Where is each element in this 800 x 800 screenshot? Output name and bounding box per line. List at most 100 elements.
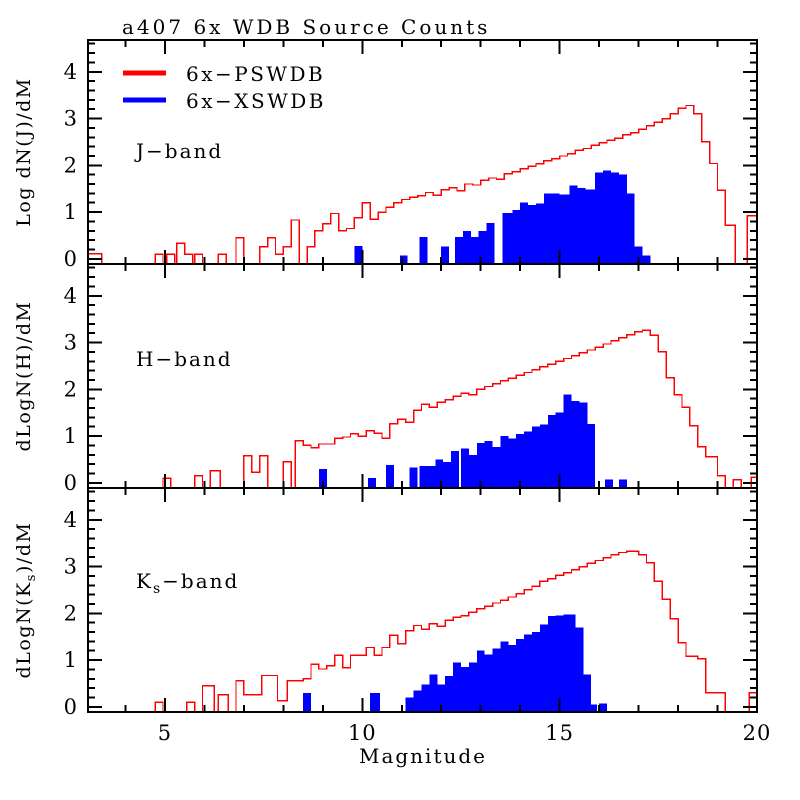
- blue-histogram-bar-hband: [618, 479, 627, 488]
- blue-histogram-bar-ksband: [484, 654, 493, 712]
- blue-histogram-bar-ksband: [370, 692, 381, 712]
- blue-histogram-bar-hband: [532, 426, 540, 488]
- blue-histogram-bar-ksband: [508, 645, 517, 712]
- blue-histogram-bar-hband: [539, 424, 548, 488]
- blue-histogram-bar-ksband: [405, 697, 414, 712]
- blue-histogram-bar-hband: [419, 466, 428, 488]
- blue-histogram-bar-ksband: [445, 675, 454, 712]
- blue-histogram-bar-ksband: [421, 684, 430, 712]
- blue-histogram-bar-ksband: [547, 616, 556, 712]
- y-axis-title-jband: Log dN(J)/dM: [13, 77, 35, 227]
- y-tick-label: 2: [64, 377, 78, 401]
- blue-histogram-bar-jband: [502, 213, 513, 264]
- blue-histogram-bar-ksband: [468, 662, 477, 712]
- y-axis-title-hband: dLogN(H)/dM: [13, 301, 35, 452]
- blue-histogram-bar-hband: [500, 436, 509, 488]
- blue-histogram-bar-jband: [441, 246, 450, 264]
- blue-histogram-bar-ksband: [539, 624, 548, 712]
- blue-histogram-bar-jband: [642, 255, 651, 264]
- blue-histogram-bar-jband: [478, 230, 487, 264]
- blue-histogram-bar-jband: [470, 236, 479, 264]
- blue-histogram-bar-jband: [419, 236, 428, 264]
- y-tick-label: 1: [64, 200, 78, 224]
- blue-histogram-bar-hband: [605, 479, 613, 488]
- blue-histogram-bar-ksband: [460, 667, 469, 712]
- blue-histogram-bar-hband: [443, 461, 452, 488]
- blue-histogram-bar-ksband: [555, 615, 564, 712]
- figure-title: a407 6x WDB Source Counts: [122, 15, 490, 39]
- blue-histogram-bar-jband: [486, 222, 495, 264]
- blue-histogram-bar-jband: [455, 236, 463, 264]
- blue-histogram-bar-ksband: [516, 639, 525, 712]
- blue-histogram-bar-ksband: [575, 627, 584, 712]
- blue-histogram-bar-ksband: [476, 650, 485, 712]
- x-tick-label: 10: [348, 721, 377, 745]
- x-axis-title: Magnitude: [359, 744, 487, 768]
- y-tick-label: 0: [64, 247, 78, 271]
- legend: 6x−PSWDB 6x−XSWDB: [123, 62, 324, 113]
- red-histogram-outline-ksband: [154, 550, 758, 713]
- blue-histogram-bar-ksband: [591, 704, 598, 712]
- blue-histogram-bar-ksband: [303, 692, 311, 712]
- x-tick-label: 5: [158, 721, 172, 745]
- y-tick-label: 1: [64, 648, 78, 672]
- blue-histogram-bar-jband: [528, 205, 536, 264]
- blue-histogram-bar-hband: [555, 412, 564, 488]
- blue-histogram-bar-ksband: [599, 703, 608, 712]
- blue-histogram-bar-jband: [569, 185, 578, 264]
- blue-histogram-bar-hband: [524, 431, 533, 488]
- blue-histogram-bar-ksband: [583, 674, 592, 712]
- y-tick-label: 4: [64, 284, 78, 308]
- blue-histogram-bar-jband: [512, 210, 521, 264]
- blue-histogram-bar-hband: [508, 438, 517, 488]
- blue-histogram-bar-hband: [516, 433, 525, 488]
- blue-histogram-bar-hband: [318, 468, 327, 488]
- blue-histogram-bar-jband: [626, 193, 635, 264]
- blue-histogram-bar-ksband: [429, 674, 438, 712]
- panel-frame-ksband: [87, 487, 758, 713]
- blue-histogram-bar-ksband: [413, 690, 422, 712]
- blue-histogram-bar-jband: [543, 193, 552, 264]
- blue-histogram-bar-hband: [435, 459, 444, 488]
- blue-histogram-bar-ksband: [532, 632, 540, 712]
- x-tick-label: 15: [545, 721, 574, 745]
- y-tick-label: 0: [64, 471, 78, 495]
- y-axis-title-ksband: dLogN(Ks)/dM: [13, 522, 39, 679]
- blue-histogram-bar-jband: [585, 189, 596, 264]
- y-tick-label: 4: [64, 60, 78, 84]
- blue-histogram-bar-jband: [577, 188, 586, 264]
- blue-histogram-bar-ksband: [500, 641, 509, 712]
- band-label-hband: H−band: [136, 347, 233, 371]
- blue-histogram-bar-ksband: [492, 648, 501, 712]
- blue-histogram-bar-hband: [460, 448, 469, 488]
- blue-histogram-bar-jband: [551, 193, 560, 264]
- blue-histogram-bar-hband: [492, 446, 501, 488]
- blue-histogram-bar-jband: [535, 203, 544, 264]
- blue-histogram-bar-hband: [409, 467, 418, 488]
- band-label-ksband: Ks−band: [136, 569, 239, 597]
- blue-histogram-bar-hband: [476, 443, 485, 488]
- blue-histogram-bar-hband: [468, 454, 477, 488]
- x-tick-label: 20: [743, 721, 772, 745]
- blue-histogram-bar-hband: [368, 478, 377, 488]
- blue-histogram-bar-jband: [559, 194, 570, 264]
- blue-histogram-bar-jband: [462, 230, 471, 264]
- blue-histogram-bar-hband: [484, 440, 493, 488]
- y-tick-label: 3: [64, 555, 78, 579]
- y-tick-label: 2: [64, 601, 78, 625]
- blue-histogram-bar-jband: [603, 170, 611, 264]
- blue-histogram-bar-hband: [385, 465, 394, 488]
- blue-histogram-bar-hband: [587, 423, 596, 488]
- blue-histogram-bar-hband: [563, 394, 572, 488]
- band-label-jband: J−band: [134, 139, 223, 163]
- blue-histogram-bar-jband: [610, 172, 619, 264]
- y-tick-label: 3: [64, 331, 78, 355]
- blue-histogram-bar-hband: [571, 401, 580, 488]
- blue-histogram-bar-hband: [427, 466, 436, 488]
- blue-histogram-bar-jband: [354, 245, 363, 264]
- y-tick-label: 2: [64, 153, 78, 177]
- blue-histogram-bar-jband: [595, 172, 604, 264]
- blue-histogram-bar-jband: [634, 246, 643, 264]
